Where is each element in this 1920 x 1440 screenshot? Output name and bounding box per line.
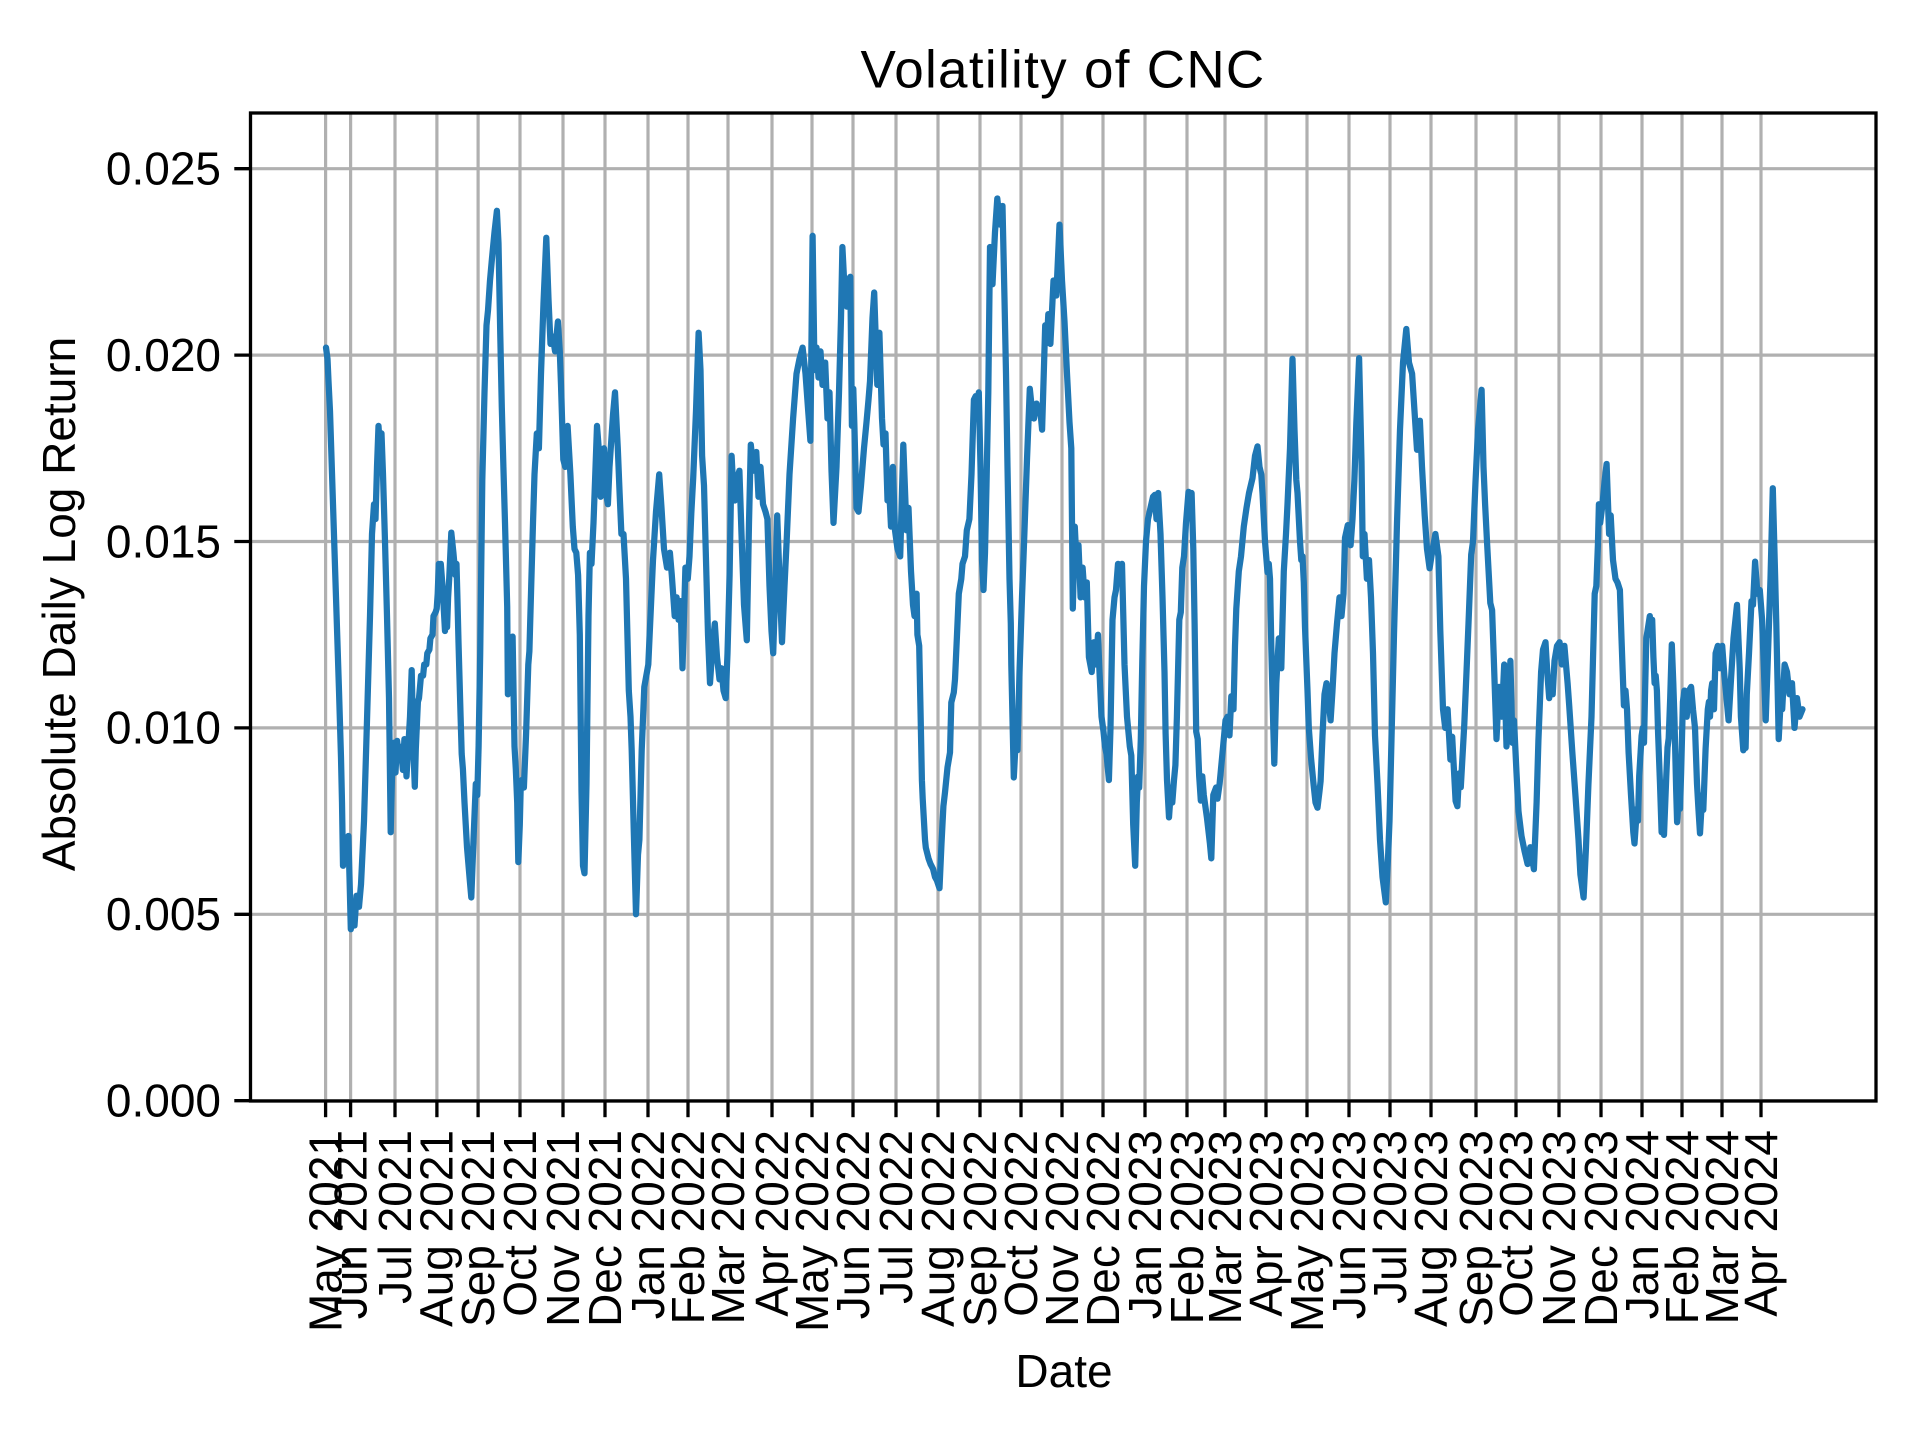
svg-text:Dec 2021: Dec 2021 <box>579 1130 631 1327</box>
svg-text:Aug 2022: Aug 2022 <box>912 1130 964 1327</box>
svg-text:Jan 2022: Jan 2022 <box>622 1130 674 1319</box>
svg-text:Apr 2024: Apr 2024 <box>1735 1130 1787 1317</box>
svg-text:Sep 2021: Sep 2021 <box>452 1130 504 1327</box>
svg-text:0.000: 0.000 <box>106 1075 221 1127</box>
svg-text:Oct 2023: Oct 2023 <box>1490 1130 1542 1317</box>
svg-text:Jan 2023: Jan 2023 <box>1119 1130 1171 1319</box>
svg-text:Mar 2024: Mar 2024 <box>1696 1130 1748 1324</box>
svg-text:0.015: 0.015 <box>106 515 221 567</box>
svg-text:Jun 2021: Jun 2021 <box>324 1130 376 1319</box>
svg-text:Nov 2021: Nov 2021 <box>537 1130 589 1327</box>
svg-text:May 2022: May 2022 <box>786 1130 838 1332</box>
svg-text:Feb 2022: Feb 2022 <box>662 1130 714 1324</box>
svg-text:Oct 2022: Oct 2022 <box>995 1130 1047 1317</box>
svg-text:Nov 2023: Nov 2023 <box>1533 1130 1585 1327</box>
svg-text:Apr 2023: Apr 2023 <box>1240 1130 1292 1317</box>
svg-text:Aug 2023: Aug 2023 <box>1405 1130 1457 1327</box>
svg-text:0.010: 0.010 <box>106 702 221 754</box>
svg-text:Apr 2022: Apr 2022 <box>746 1130 798 1317</box>
svg-text:Absolute Daily Log Return: Absolute Daily Log Return <box>33 337 85 871</box>
svg-text:Dec 2022: Dec 2022 <box>1077 1130 1129 1327</box>
svg-text:Volatility of CNC: Volatility of CNC <box>860 41 1265 100</box>
svg-text:Mar 2023: Mar 2023 <box>1199 1130 1251 1324</box>
svg-text:0.005: 0.005 <box>106 888 221 940</box>
svg-text:Nov 2022: Nov 2022 <box>1036 1130 1088 1327</box>
svg-text:Feb 2023: Feb 2023 <box>1161 1130 1213 1324</box>
svg-text:0.025: 0.025 <box>106 143 221 195</box>
svg-text:Jul 2023: Jul 2023 <box>1364 1130 1416 1304</box>
svg-text:May 2021: May 2021 <box>299 1130 351 1332</box>
svg-text:Aug 2021: Aug 2021 <box>411 1130 463 1327</box>
svg-text:Sep 2023: Sep 2023 <box>1450 1130 1502 1327</box>
svg-text:Jun 2023: Jun 2023 <box>1323 1130 1375 1319</box>
svg-text:Mar 2022: Mar 2022 <box>702 1130 754 1324</box>
svg-text:0.020: 0.020 <box>106 329 221 381</box>
svg-text:Jul 2021: Jul 2021 <box>369 1130 421 1304</box>
svg-text:May 2023: May 2023 <box>1281 1130 1333 1332</box>
svg-text:Dec 2023: Dec 2023 <box>1575 1130 1627 1327</box>
svg-text:Sep 2022: Sep 2022 <box>954 1130 1006 1327</box>
svg-text:Feb 2024: Feb 2024 <box>1656 1130 1708 1324</box>
svg-text:Jan 2024: Jan 2024 <box>1616 1130 1668 1319</box>
svg-text:Jun 2022: Jun 2022 <box>827 1130 879 1319</box>
svg-text:Oct 2021: Oct 2021 <box>494 1130 546 1317</box>
svg-text:Date: Date <box>1015 1345 1112 1397</box>
svg-text:Jul 2022: Jul 2022 <box>870 1130 922 1304</box>
